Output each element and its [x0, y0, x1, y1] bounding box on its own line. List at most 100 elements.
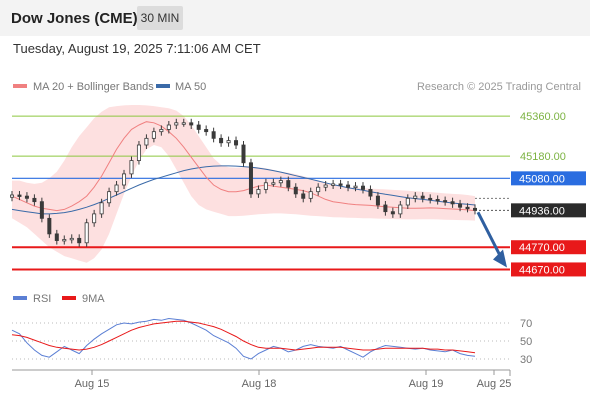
candle-body: [368, 189, 373, 197]
candle-body: [443, 200, 448, 203]
candle-body: [32, 197, 37, 203]
candle-body: [360, 185, 365, 190]
ma50-legend-swatch: [156, 84, 170, 88]
level-badge-4: [511, 262, 586, 277]
candle-body: [129, 160, 134, 175]
rsi-line: [11, 317, 476, 360]
rsi-legend-label: RSI: [33, 293, 51, 305]
projection-arrow-head: [493, 249, 507, 268]
rsi-legend-swatch: [13, 296, 27, 300]
instrument-title: Dow Jones (CME): [11, 10, 138, 27]
candle-body: [211, 131, 216, 139]
level-label-1: 45180.00: [520, 151, 566, 163]
rsi-legend: RSI 9MA: [13, 293, 105, 305]
candle-body: [323, 184, 328, 188]
candle-body: [241, 144, 246, 164]
candle-body: [84, 222, 89, 244]
candle-body: [204, 129, 209, 133]
x-axis: Aug 15 Aug 18 Aug 19 Aug 25: [12, 369, 512, 390]
candle-body: [450, 201, 455, 205]
candle-body: [316, 186, 321, 193]
price-levels: [12, 115, 510, 271]
candle-body: [398, 204, 403, 215]
candle-body: [278, 180, 283, 184]
projection-arrow-shaft: [476, 211, 504, 261]
candle-body: [420, 195, 425, 199]
candle-body: [293, 186, 298, 195]
candle-body: [308, 191, 313, 199]
candle-body: [196, 124, 201, 130]
level-label-0: 45360.00: [520, 111, 566, 123]
candle-body: [472, 207, 477, 211]
candle-body: [435, 199, 440, 202]
candle-body: [189, 122, 194, 126]
rsi-panel: 70 50 30: [11, 317, 532, 366]
candle-body: [62, 239, 67, 242]
x-tick-label-1: Aug 18: [242, 378, 277, 390]
candle-body: [17, 194, 22, 197]
candle-body: [338, 183, 343, 186]
rsi-tick-50: 50: [520, 336, 532, 348]
candle-body: [47, 217, 52, 235]
x-tick-label-0: Aug 15: [75, 378, 110, 390]
chart-header: [0, 0, 590, 36]
ma9-legend-swatch: [62, 296, 76, 300]
candle-body: [122, 173, 127, 186]
candle-body: [166, 124, 171, 130]
price-legend: MA 20 + Bollinger Bands MA 50 Research ©…: [13, 81, 581, 93]
ma50-legend-label: MA 50: [175, 81, 206, 93]
candle-body: [144, 137, 149, 146]
candle-body: [99, 202, 104, 215]
candle-body: [248, 162, 253, 195]
rsi-tick-70: 70: [520, 318, 532, 330]
candle-body: [458, 203, 463, 208]
copyright: Research © 2025 Trading Central: [417, 81, 581, 93]
bollinger-bands: [12, 105, 475, 263]
candle-body: [353, 185, 358, 189]
level-label-2: 45080.00: [519, 173, 565, 185]
level-labels: 45360.00 45180.00 45080.00 44770.00 44670.00…: [511, 111, 586, 277]
candle-body: [413, 195, 418, 199]
candle-body: [301, 193, 306, 199]
candle-body: [181, 122, 186, 125]
candle-body: [405, 197, 410, 206]
last-price-badge: [511, 203, 586, 218]
candle-body: [226, 140, 231, 144]
candle-body: [263, 182, 268, 190]
level-label-3: 44770.00: [519, 242, 565, 254]
candle-body: [39, 201, 44, 219]
candle-body: [465, 206, 470, 210]
x-tick-label-3: Aug 25: [477, 378, 512, 390]
projection-arrow: [476, 211, 507, 268]
candle-body: [69, 237, 74, 241]
candle-body: [271, 182, 276, 185]
candle-body: [114, 184, 119, 193]
candles: [9, 118, 477, 247]
candle-body: [331, 183, 336, 186]
candle-body: [92, 213, 97, 224]
candle-body: [159, 129, 164, 133]
candle-body: [24, 195, 29, 199]
candle-body: [390, 211, 395, 215]
candle-body: [9, 194, 14, 198]
ma20-legend-swatch: [13, 84, 27, 88]
candle-body: [428, 197, 433, 201]
candle-body: [256, 189, 261, 195]
timeframe-button[interactable]: 30 MIN: [137, 6, 183, 30]
candle-body: [77, 237, 82, 244]
ma20-legend-label: MA 20 + Bollinger Bands: [33, 81, 154, 93]
candle-body: [346, 184, 351, 188]
level-badge-3: [511, 240, 586, 255]
level-label-4: 44670.00: [519, 264, 565, 276]
candle-body: [54, 233, 59, 241]
rsi-tick-30: 30: [520, 354, 532, 366]
candle-body: [219, 137, 224, 144]
last-price-label: 44936.00: [519, 205, 565, 217]
candle-body: [383, 204, 388, 213]
candle-body: [234, 140, 239, 146]
level-badge-2: [511, 171, 586, 186]
candle-body: [107, 191, 112, 204]
candle-body: [174, 122, 179, 126]
timestamp: Tuesday, August 19, 2025 7:11:06 AM CET: [13, 41, 261, 56]
